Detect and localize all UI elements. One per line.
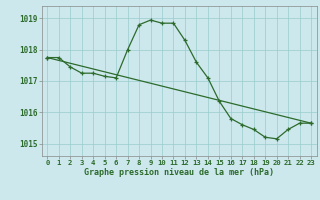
X-axis label: Graphe pression niveau de la mer (hPa): Graphe pression niveau de la mer (hPa) xyxy=(84,168,274,177)
